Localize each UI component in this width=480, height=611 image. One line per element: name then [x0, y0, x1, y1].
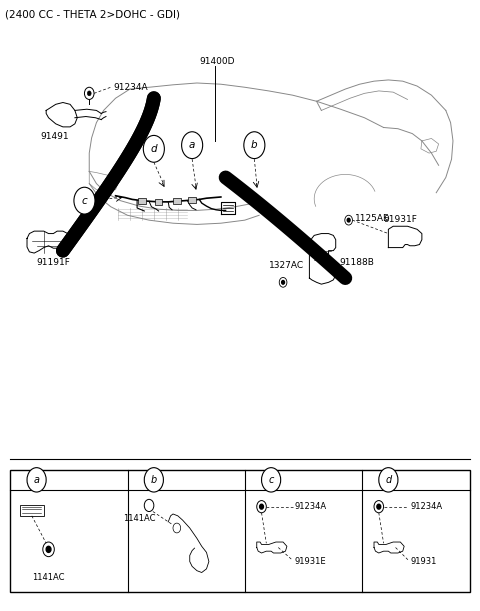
Text: d: d	[385, 475, 392, 485]
Circle shape	[144, 136, 164, 163]
Circle shape	[144, 467, 163, 492]
Circle shape	[173, 523, 180, 533]
Text: c: c	[268, 475, 274, 485]
Text: 91931E: 91931E	[295, 557, 326, 566]
Circle shape	[345, 215, 352, 225]
Text: 1327AC: 1327AC	[269, 262, 304, 271]
FancyBboxPatch shape	[10, 470, 470, 592]
Text: 1141AC: 1141AC	[123, 514, 156, 523]
Text: 91188B: 91188B	[339, 258, 374, 268]
Circle shape	[279, 277, 287, 287]
FancyBboxPatch shape	[155, 199, 162, 205]
Circle shape	[374, 500, 384, 513]
FancyBboxPatch shape	[173, 198, 180, 204]
Text: a: a	[189, 140, 195, 150]
Circle shape	[377, 504, 381, 509]
Circle shape	[262, 467, 281, 492]
Text: 91931F: 91931F	[384, 216, 418, 224]
Circle shape	[282, 280, 285, 284]
Circle shape	[347, 218, 350, 222]
Text: 91234A: 91234A	[295, 502, 327, 511]
FancyBboxPatch shape	[138, 197, 146, 203]
Text: 1141AC: 1141AC	[32, 573, 65, 582]
Text: a: a	[34, 475, 39, 485]
Circle shape	[257, 500, 266, 513]
Text: 91191F: 91191F	[36, 258, 71, 267]
Text: 91931: 91931	[410, 557, 437, 566]
Circle shape	[46, 546, 51, 552]
Circle shape	[74, 187, 95, 214]
Circle shape	[181, 132, 203, 159]
Text: 91234A: 91234A	[113, 82, 148, 92]
Circle shape	[379, 467, 398, 492]
Circle shape	[87, 91, 91, 96]
FancyBboxPatch shape	[20, 505, 44, 516]
Text: 91400D: 91400D	[199, 57, 235, 66]
Circle shape	[27, 467, 46, 492]
Circle shape	[43, 542, 54, 557]
Text: c: c	[82, 196, 87, 206]
Circle shape	[84, 87, 94, 100]
Text: (2400 CC - THETA 2>DOHC - GDI): (2400 CC - THETA 2>DOHC - GDI)	[5, 10, 180, 20]
Text: d: d	[151, 144, 157, 154]
Text: b: b	[251, 140, 258, 150]
Circle shape	[260, 504, 264, 509]
Circle shape	[244, 132, 265, 159]
FancyBboxPatch shape	[188, 197, 196, 203]
Circle shape	[144, 499, 154, 511]
Text: b: b	[151, 475, 157, 485]
Text: 91491: 91491	[40, 132, 69, 141]
Text: 91234A: 91234A	[410, 502, 443, 511]
Text: 1125AE: 1125AE	[355, 214, 389, 224]
